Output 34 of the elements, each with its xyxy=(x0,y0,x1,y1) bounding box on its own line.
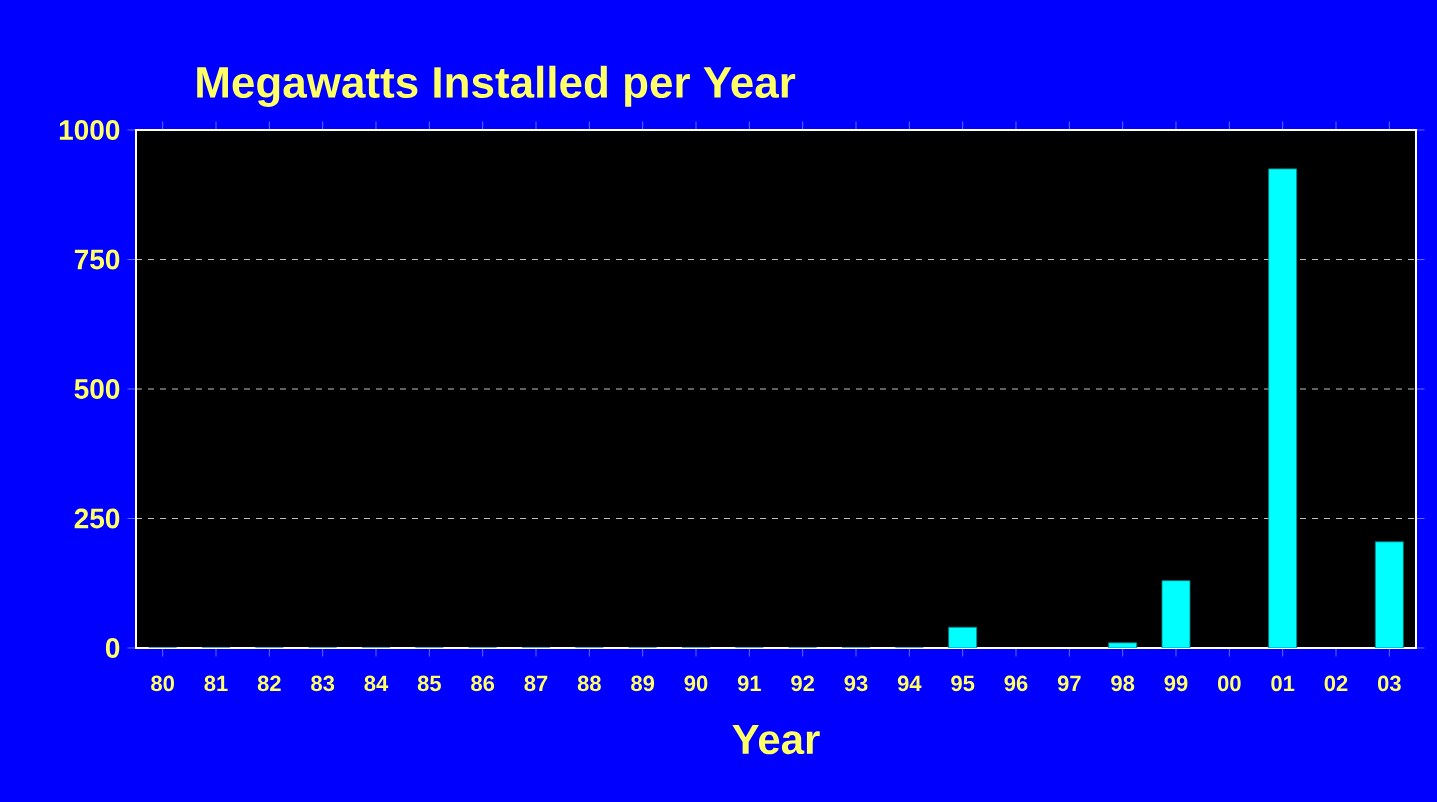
x-tick-label: 95 xyxy=(951,675,975,692)
y-tick-label: 1000 xyxy=(59,120,120,140)
y-tick-label: 0 xyxy=(105,638,120,658)
x-tick-label: 86 xyxy=(471,675,495,692)
x-tick-label: 81 xyxy=(204,675,228,692)
x-tick-label: 85 xyxy=(417,675,441,692)
bar xyxy=(1374,541,1404,648)
x-tick-label: 82 xyxy=(257,675,281,692)
x-tick-label: 99 xyxy=(1164,675,1188,692)
x-tick-label: 91 xyxy=(737,675,761,692)
x-tick-label: 94 xyxy=(897,675,922,692)
y-tick-label: 500 xyxy=(74,379,120,399)
x-tick-label: 88 xyxy=(577,675,601,692)
x-tick-label: 84 xyxy=(364,675,389,692)
x-tick-label: 97 xyxy=(1057,675,1081,692)
x-axis-title: Year xyxy=(732,724,820,755)
x-tick-label: 96 xyxy=(1004,675,1028,692)
x-tick-label: 90 xyxy=(684,675,708,692)
x-tick-label: 93 xyxy=(844,675,868,692)
x-tick-label: 02 xyxy=(1324,675,1348,692)
x-tick-label: 89 xyxy=(631,675,655,692)
x-tick-label: 80 xyxy=(151,675,174,692)
x-tick-label: 00 xyxy=(1217,675,1241,692)
x-tick-label: 98 xyxy=(1111,675,1135,692)
x-tick-label: 87 xyxy=(524,675,548,692)
bar xyxy=(1161,580,1191,648)
y-tick-label: 750 xyxy=(74,249,120,270)
y-tick-label: 250 xyxy=(74,508,120,529)
x-tick-label: 92 xyxy=(791,675,815,692)
x-tick-label: 83 xyxy=(311,675,335,692)
x-tick-label: 03 xyxy=(1377,675,1401,692)
bar xyxy=(1268,168,1298,648)
chart-title: Megawatts Installed per Year xyxy=(197,65,796,107)
x-tick-label: 01 xyxy=(1271,675,1295,692)
